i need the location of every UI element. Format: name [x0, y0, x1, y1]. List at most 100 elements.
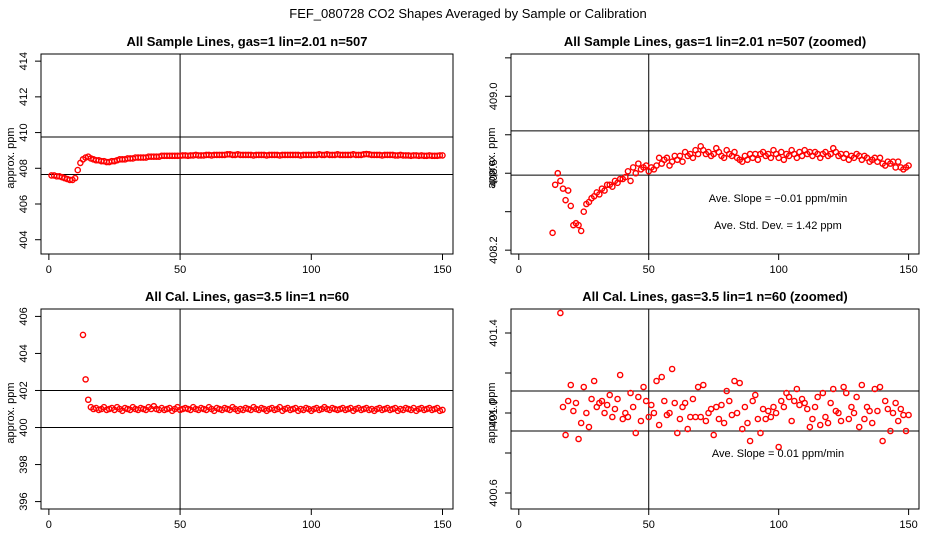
data-point [866, 407, 873, 415]
data-point [702, 417, 710, 425]
slope-annotation: Ave. Std. Dev. = 1.42 ppm [714, 220, 842, 232]
data-point [609, 183, 616, 190]
data-point [879, 437, 886, 445]
data-point [725, 397, 733, 405]
data-point [780, 403, 788, 411]
data-point [692, 413, 699, 421]
x-tick-label: 100 [302, 519, 320, 531]
x-tick-label: 100 [769, 264, 787, 276]
data-point [897, 405, 905, 413]
data-point [793, 385, 801, 393]
data-point [814, 393, 821, 401]
data-point [777, 397, 785, 405]
data-point [671, 399, 679, 407]
data-point [598, 397, 606, 405]
x-tick-label: 0 [516, 264, 522, 276]
data-point [577, 419, 585, 427]
y-axis-label: approx. ppm [5, 127, 17, 188]
data-point [655, 154, 663, 162]
data-point [632, 169, 640, 177]
slope-annotation: Ave. Slope = 0.01 ppm/min [712, 448, 844, 460]
x-tick-label: 150 [899, 264, 917, 276]
data-point [74, 166, 82, 174]
data-point [894, 158, 902, 165]
data-point [562, 431, 569, 439]
y-axis-label: approx. ppm [486, 127, 498, 188]
data-point [741, 403, 749, 411]
data-point [720, 154, 728, 162]
data-point [648, 401, 655, 409]
data-point [894, 417, 902, 425]
data-point [712, 403, 720, 411]
data-point [731, 377, 738, 385]
data-point [835, 409, 842, 417]
data-point [611, 405, 619, 413]
data-point [596, 191, 603, 198]
data-point [848, 403, 855, 411]
data-point [71, 174, 79, 182]
data-point [616, 371, 624, 379]
data-point [694, 383, 702, 391]
data-point [759, 405, 767, 413]
data-point [770, 403, 777, 411]
data-point [767, 154, 775, 162]
x-tick-label: 150 [433, 264, 451, 276]
data-point [84, 396, 92, 404]
data-point [892, 164, 899, 171]
data-point [635, 160, 642, 167]
data-point [827, 399, 834, 407]
y-tick-label: 401.0 [488, 399, 500, 427]
data-point [609, 413, 616, 421]
data-point [892, 399, 899, 407]
data-point [687, 413, 694, 421]
data-point [567, 381, 575, 389]
data-point [684, 425, 692, 433]
data-point [658, 373, 666, 381]
data-point [824, 419, 832, 427]
data-point [731, 148, 738, 156]
data-point [629, 403, 637, 411]
panel-title: All Cal. Lines, gas=3.5 lin=1 n=60 [145, 289, 349, 304]
data-point [902, 427, 910, 435]
data-point [567, 202, 575, 210]
data-point [583, 409, 590, 417]
data-point [603, 401, 611, 409]
plot-frame [40, 53, 454, 255]
data-point [738, 425, 746, 433]
plot-frame [40, 308, 454, 510]
x-tick-label: 0 [516, 519, 522, 531]
data-point [601, 409, 608, 417]
data-point [801, 399, 808, 407]
y-tick-label: 408 [18, 159, 30, 177]
data-point [606, 391, 614, 399]
data-point [868, 419, 876, 427]
y-tick-label: 404 [18, 231, 30, 249]
data-point [733, 409, 741, 417]
data-point [635, 393, 642, 401]
data-point [751, 391, 759, 399]
data-point [663, 154, 671, 162]
y-tick-label: 412 [18, 88, 30, 106]
data-point [764, 407, 772, 415]
data-point [715, 415, 723, 423]
data-point [754, 415, 762, 423]
data-point [845, 415, 853, 423]
data-point [710, 431, 718, 439]
data-point [564, 187, 572, 194]
y-tick-label: 398 [18, 455, 30, 473]
data-point [816, 421, 824, 429]
data-point [855, 423, 863, 431]
data-point [624, 168, 632, 175]
data-point [850, 409, 858, 417]
data-point [674, 429, 681, 437]
data-point [905, 411, 912, 419]
data-point [676, 152, 684, 160]
data-point [551, 181, 559, 189]
data-point [619, 415, 627, 423]
data-point [572, 399, 580, 407]
data-point [723, 387, 730, 395]
data-point [762, 415, 769, 423]
data-point [853, 393, 860, 401]
